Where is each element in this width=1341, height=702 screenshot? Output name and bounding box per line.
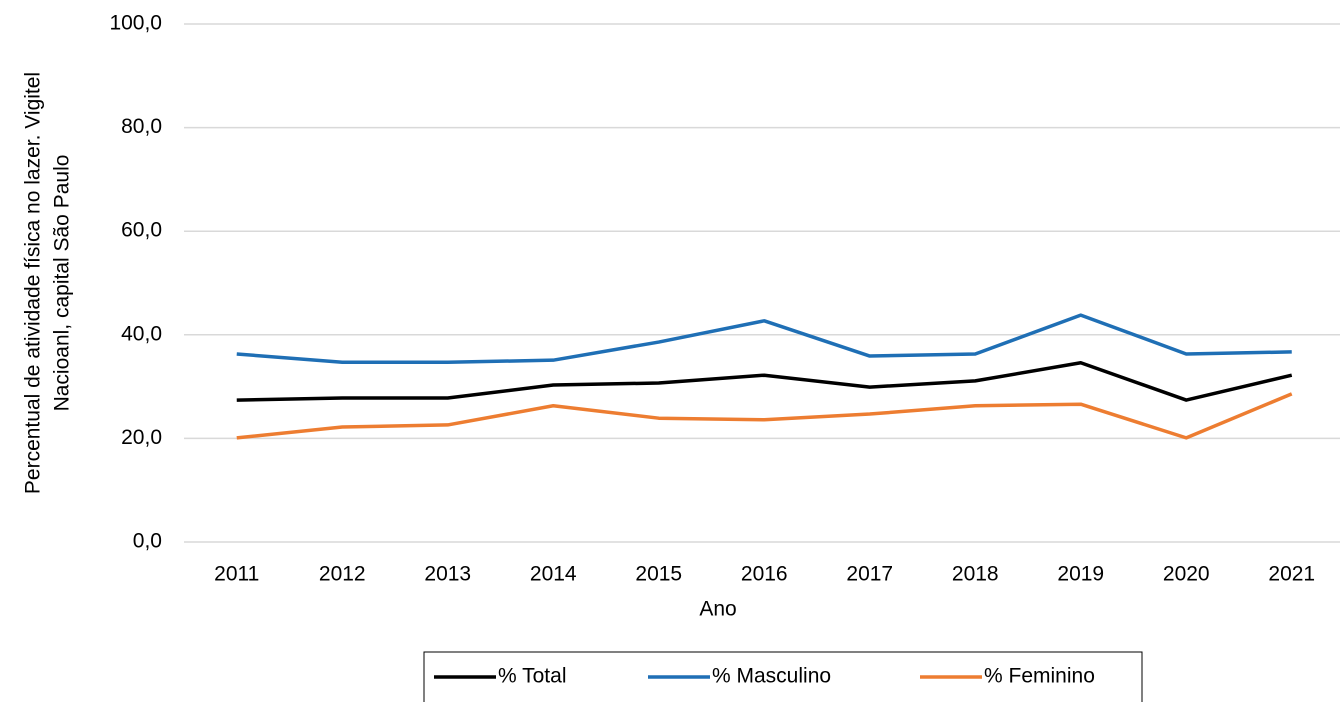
x-axis-label: Ano bbox=[699, 598, 736, 621]
x-tick-label: 2020 bbox=[1163, 563, 1210, 586]
legend-label: % Masculino bbox=[712, 665, 831, 688]
line-series bbox=[236, 392, 1293, 440]
legend-box bbox=[423, 651, 1143, 702]
legend-label: % Total bbox=[498, 665, 567, 688]
x-tick-label: 2021 bbox=[1268, 563, 1315, 586]
y-axis-label: Percentual de atividade física no lazer.… bbox=[22, 72, 45, 494]
y-tick-label: 40,0 bbox=[121, 322, 162, 345]
x-tick-label: 2016 bbox=[741, 563, 788, 586]
y-tick-label: 80,0 bbox=[121, 115, 162, 138]
x-tick-label: 2015 bbox=[635, 563, 682, 586]
y-tick-label: 100,0 bbox=[109, 12, 162, 35]
line-series bbox=[236, 361, 1293, 402]
x-tick-label: 2017 bbox=[846, 563, 893, 586]
x-tick-label: 2019 bbox=[1057, 563, 1104, 586]
x-tick-label: 2012 bbox=[319, 563, 366, 586]
x-tick-label: 2013 bbox=[424, 563, 471, 586]
legend-label: % Feminino bbox=[984, 665, 1095, 688]
x-tick-label: 2018 bbox=[952, 563, 999, 586]
y-tick-label: 0,0 bbox=[133, 530, 162, 553]
y-tick-label: 20,0 bbox=[121, 426, 162, 449]
x-tick-label: 2011 bbox=[214, 563, 259, 586]
x-tick-label: 2014 bbox=[530, 563, 577, 586]
line-series bbox=[236, 313, 1292, 365]
y-tick-label: 60,0 bbox=[121, 219, 162, 242]
y-axis-label: Nacioanl, capital São Paulo bbox=[51, 155, 74, 412]
